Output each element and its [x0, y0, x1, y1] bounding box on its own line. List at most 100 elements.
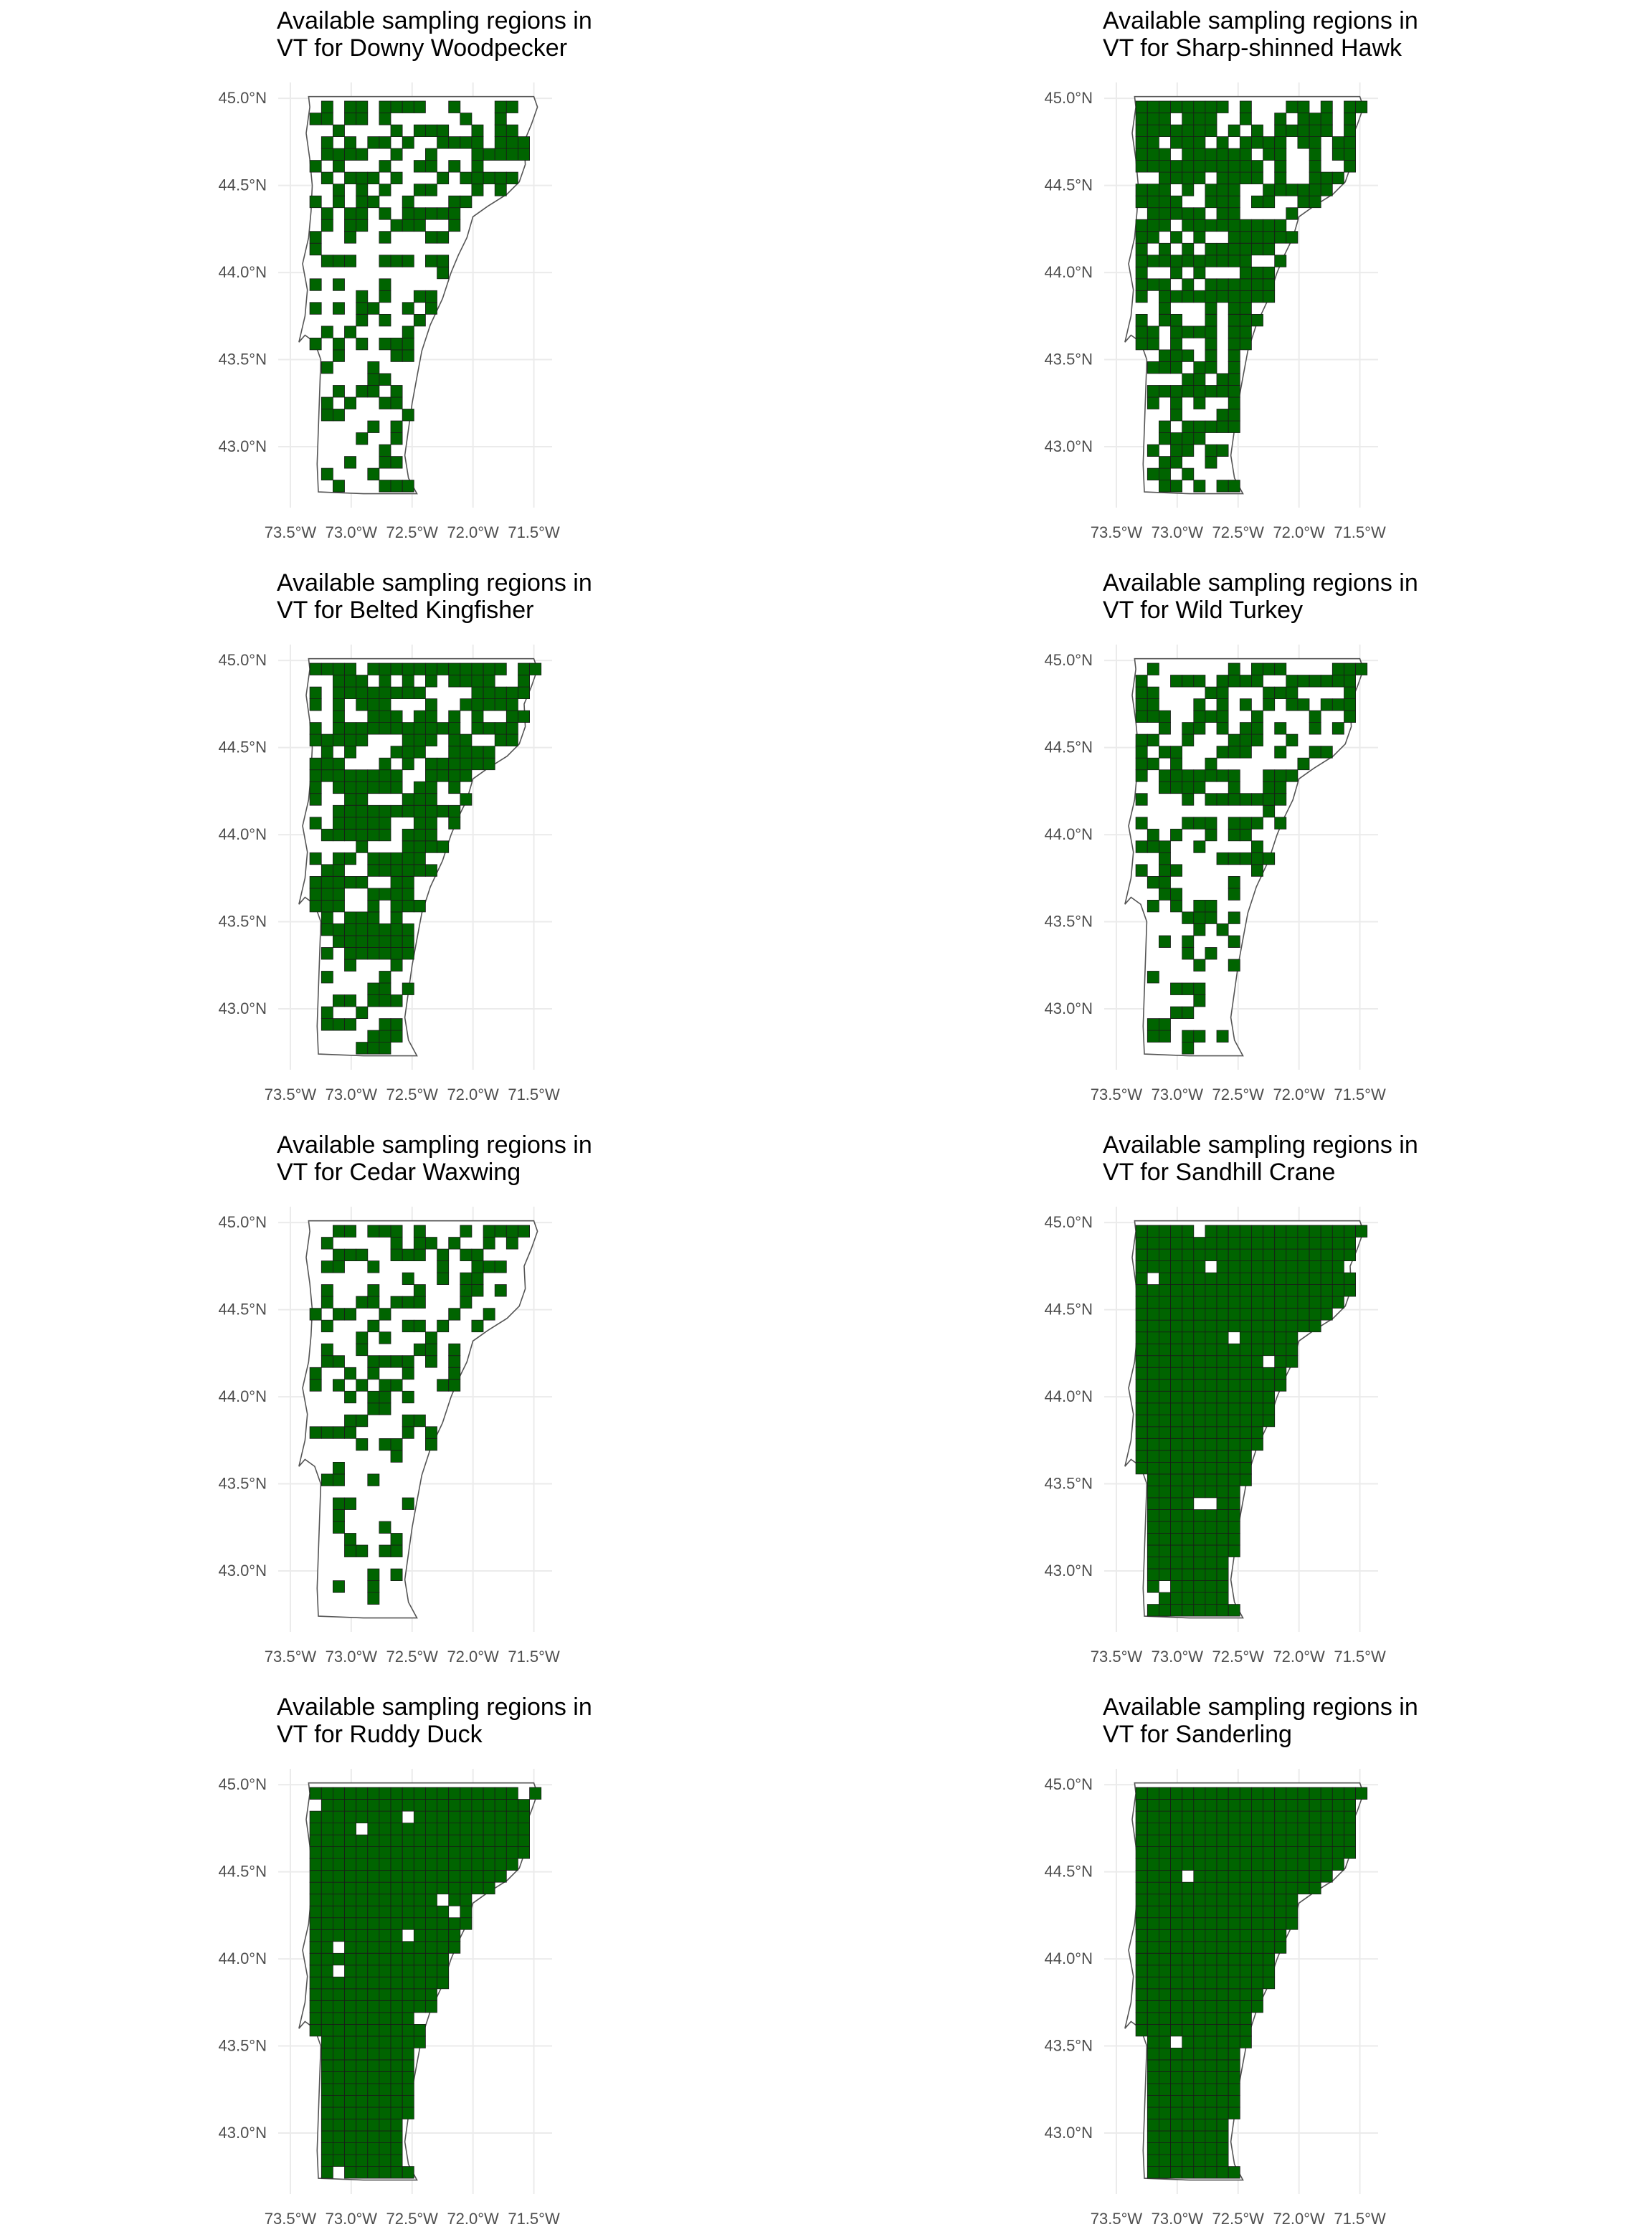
sampling-cell — [390, 2036, 403, 2048]
sampling-cell — [1320, 1870, 1333, 1883]
sampling-cell — [1158, 1544, 1171, 1557]
map-panel: Available sampling regions in VT for Sand… — [826, 1686, 1652, 2237]
sampling-cell — [344, 1823, 357, 1835]
sampling-cell — [1274, 184, 1287, 196]
sampling-cell — [1158, 1533, 1171, 1546]
sampling-cell — [1170, 396, 1183, 409]
sampling-cell — [332, 994, 345, 1007]
sampling-cell — [390, 1894, 403, 1906]
sampling-cell — [1135, 148, 1148, 161]
sampling-cell — [379, 947, 391, 960]
sampling-cell — [344, 1917, 357, 1930]
sampling-cell — [379, 1858, 391, 1871]
sampling-cell — [1135, 1858, 1148, 1871]
x-tick-label: 72.5°W — [1212, 1648, 1265, 1666]
sampling-cell — [1228, 1473, 1240, 1486]
sampling-cell — [1263, 1284, 1276, 1297]
sampling-cell — [1147, 160, 1159, 173]
sampling-cell — [1135, 864, 1148, 877]
sampling-cell — [1251, 1881, 1263, 1895]
sampling-cell — [460, 1225, 473, 1238]
sampling-cell — [1170, 361, 1183, 374]
sampling-cell — [1193, 136, 1206, 149]
sampling-cell — [1158, 1799, 1171, 1812]
sampling-cell — [505, 136, 518, 149]
sampling-cell — [1158, 1604, 1171, 1617]
sampling-cell — [1309, 1834, 1321, 1848]
sampling-cell — [1205, 2059, 1217, 2072]
sampling-cell — [1170, 746, 1183, 759]
sampling-cell — [1228, 2083, 1240, 2096]
sampling-cell — [1182, 2107, 1195, 2119]
sampling-cell — [1239, 1952, 1252, 1966]
sampling-cell — [1239, 1272, 1252, 1286]
sampling-cell — [1286, 1846, 1299, 1859]
sampling-cell — [332, 2047, 345, 2061]
sampling-cell — [1147, 1976, 1159, 1990]
sampling-cell — [1355, 1787, 1368, 1800]
sampling-cell — [1239, 1810, 1252, 1824]
sampling-cell — [1274, 1823, 1287, 1835]
sampling-cell — [1147, 326, 1159, 338]
sampling-cell — [425, 662, 437, 675]
sampling-cell — [1193, 385, 1206, 398]
sampling-cell — [356, 1988, 369, 2001]
sampling-cell — [1274, 171, 1287, 185]
sampling-cell — [1239, 1343, 1252, 1357]
y-tick-label: 44.0°N — [1044, 263, 1093, 281]
sampling-cell — [1274, 1787, 1287, 1800]
sampling-cell — [402, 888, 414, 901]
x-tick-label: 73.5°W — [1091, 2210, 1143, 2228]
sampling-cell — [1274, 1248, 1287, 1262]
sampling-cell — [1170, 385, 1183, 398]
sampling-cell — [344, 1976, 357, 1990]
sampling-cell — [332, 2059, 345, 2072]
sampling-cell — [1182, 1225, 1195, 1238]
sampling-cell — [1228, 1965, 1240, 1977]
sampling-cell — [483, 1810, 495, 1824]
sampling-cell — [1286, 1296, 1299, 1309]
sampling-cell — [332, 1799, 345, 1812]
sampling-cell — [1320, 100, 1333, 113]
sampling-cell — [1228, 302, 1240, 315]
sampling-cell — [321, 219, 333, 232]
sampling-cell — [1344, 1787, 1357, 1800]
sampling-cell — [1228, 1834, 1240, 1848]
sampling-cell — [1228, 219, 1240, 232]
sampling-cell — [402, 899, 414, 913]
sampling-cell — [1263, 1870, 1276, 1883]
x-tick-label: 73.0°W — [326, 523, 378, 541]
sampling-cell — [1158, 1390, 1171, 1404]
sampling-cell — [332, 1308, 345, 1321]
sampling-cell — [1205, 1905, 1217, 1919]
sampling-cell — [1205, 1414, 1217, 1428]
sampling-cell — [379, 1030, 391, 1042]
sampling-cell — [1297, 113, 1310, 125]
sampling-cell — [379, 231, 391, 244]
sampling-cell — [437, 1834, 450, 1848]
sampling-cell — [344, 1894, 357, 1906]
sampling-cell — [1135, 1965, 1148, 1977]
sampling-cell — [1182, 148, 1195, 161]
sampling-cell — [356, 2000, 369, 2013]
sampling-cell — [1263, 1858, 1276, 1871]
sampling-cell — [356, 195, 369, 209]
sampling-cell — [1158, 467, 1171, 480]
sampling-cell — [402, 207, 414, 220]
sampling-cell — [321, 1929, 333, 1942]
sampling-cell — [471, 1858, 484, 1871]
sampling-cell — [332, 828, 345, 842]
map-svg: 45.0°N44.5°N44.0°N43.5°N43.0°N73.5°W 73.0… — [218, 1769, 560, 2228]
sampling-cell — [1205, 124, 1217, 138]
sampling-cell — [437, 255, 450, 267]
sampling-cell — [448, 733, 461, 747]
sampling-cell — [460, 1917, 473, 1930]
sampling-cell — [448, 1379, 461, 1392]
sampling-cell — [1239, 278, 1252, 291]
sampling-cell — [344, 148, 357, 161]
sampling-cell — [1216, 1367, 1229, 1380]
sampling-cell — [413, 1917, 426, 1930]
sampling-cell — [1182, 793, 1195, 806]
sampling-cell — [1170, 1367, 1183, 1380]
sampling-cell — [1228, 793, 1240, 806]
